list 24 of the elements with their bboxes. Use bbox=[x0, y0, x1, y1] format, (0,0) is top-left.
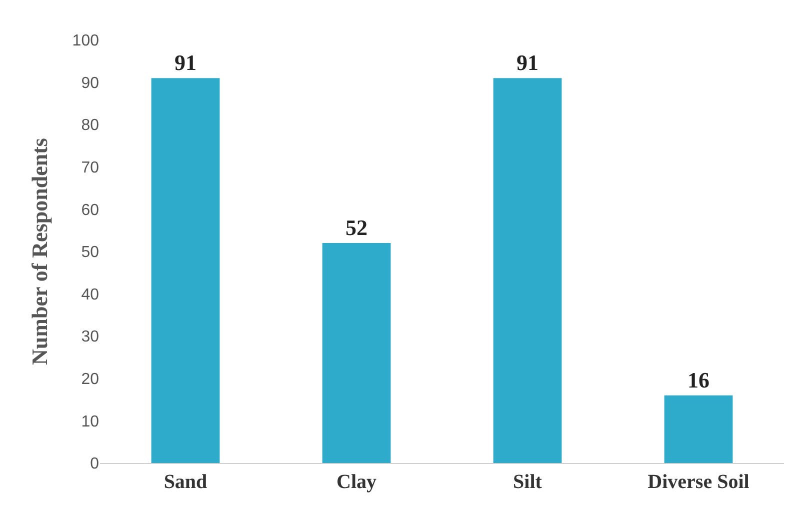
data-label: 52 bbox=[346, 215, 368, 240]
y-tick-label: 70 bbox=[81, 160, 100, 176]
bar bbox=[151, 78, 220, 463]
y-tick-label: 40 bbox=[81, 286, 100, 304]
bar bbox=[664, 395, 733, 463]
y-tick-label: 100 bbox=[72, 32, 100, 50]
y-tick-label: 60 bbox=[81, 202, 100, 219]
y-axis-title: Number of Respondents bbox=[27, 138, 52, 365]
y-tick-label: 30 bbox=[81, 328, 100, 346]
y-tick-label: 20 bbox=[81, 371, 100, 388]
x-tick-label: Clay bbox=[336, 471, 376, 493]
x-tick-label: Sand bbox=[164, 471, 208, 493]
x-tick-label: Silt bbox=[513, 471, 542, 493]
y-tick-label: 80 bbox=[81, 117, 100, 134]
bar bbox=[493, 78, 562, 463]
data-label: 91 bbox=[516, 50, 538, 76]
y-tick-label: 10 bbox=[81, 413, 100, 430]
x-tick-label: Diverse Soil bbox=[648, 471, 750, 493]
data-label: 16 bbox=[688, 367, 710, 392]
y-tick-label: 90 bbox=[81, 74, 100, 92]
bar bbox=[322, 243, 391, 463]
y-tick-label: 50 bbox=[81, 244, 100, 262]
y-tick-label: 0 bbox=[90, 456, 100, 473]
data-label: 91 bbox=[174, 50, 196, 76]
